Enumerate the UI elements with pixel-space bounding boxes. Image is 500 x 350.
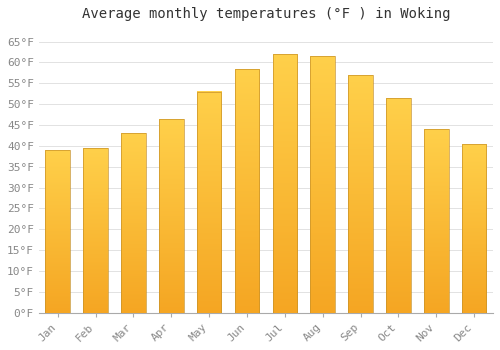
Bar (159, 119, 184, 313)
Bar (348, 75, 373, 313)
Bar (424, 129, 448, 313)
Title: Average monthly temperatures (°F ) in Woking: Average monthly temperatures (°F ) in Wo… (82, 7, 450, 21)
Bar (197, 92, 222, 313)
Bar (234, 69, 260, 313)
Bar (272, 54, 297, 313)
Bar (310, 56, 335, 313)
Bar (84, 148, 108, 313)
Bar (386, 98, 410, 313)
Bar (462, 144, 486, 313)
Bar (46, 150, 70, 313)
Bar (121, 133, 146, 313)
